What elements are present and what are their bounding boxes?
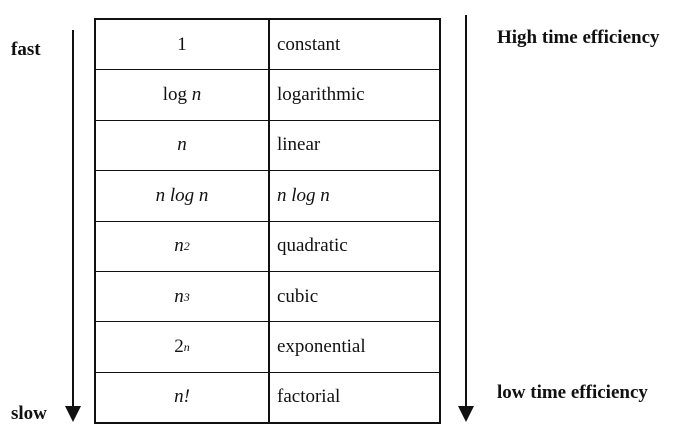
function-base: 1 bbox=[177, 33, 187, 55]
complexity-table: 1 constant log n logarithmic n linear n … bbox=[94, 18, 441, 424]
function-cell: n bbox=[96, 120, 270, 171]
function-cell: n! bbox=[96, 372, 270, 422]
table-row: n! factorial bbox=[96, 372, 439, 422]
table-row: 1 constant bbox=[96, 20, 439, 71]
arrow-head-icon bbox=[65, 406, 81, 422]
function-variable: n bbox=[174, 285, 184, 307]
function-cell: n log n bbox=[96, 171, 270, 221]
speed-down-arrow bbox=[65, 30, 81, 422]
class-name-cell: quadratic bbox=[277, 235, 348, 257]
slow-label: slow bbox=[11, 403, 47, 424]
table-row: n linear bbox=[96, 120, 439, 172]
arrow-head-icon bbox=[458, 406, 474, 422]
table-row: log n logarithmic bbox=[96, 70, 439, 121]
class-name-cell: exponential bbox=[277, 335, 366, 357]
function-variable: n bbox=[177, 134, 187, 156]
low-efficiency-label: low time efficiency bbox=[497, 382, 648, 403]
class-name-cell: logarithmic bbox=[277, 84, 365, 106]
function-variable: n bbox=[191, 84, 202, 106]
class-name-cell: n log n bbox=[277, 184, 330, 206]
class-name-cell: linear bbox=[277, 134, 321, 156]
class-name-cell: cubic bbox=[277, 285, 319, 307]
function-base: log bbox=[162, 84, 192, 106]
function-variable: n log n bbox=[155, 184, 209, 206]
function-variable: n bbox=[174, 235, 184, 257]
class-name-cell: factorial bbox=[277, 386, 341, 408]
fast-label: fast bbox=[11, 39, 41, 60]
function-cell: 1 bbox=[96, 20, 270, 70]
function-variable: n! bbox=[174, 386, 190, 408]
high-efficiency-label: High time efficiency bbox=[497, 27, 660, 48]
table-row: n log n n log n bbox=[96, 171, 439, 222]
function-base: 2 bbox=[174, 335, 184, 357]
class-name-cell: constant bbox=[277, 33, 341, 55]
function-cell: log n bbox=[96, 70, 270, 120]
efficiency-down-arrow bbox=[458, 15, 474, 422]
